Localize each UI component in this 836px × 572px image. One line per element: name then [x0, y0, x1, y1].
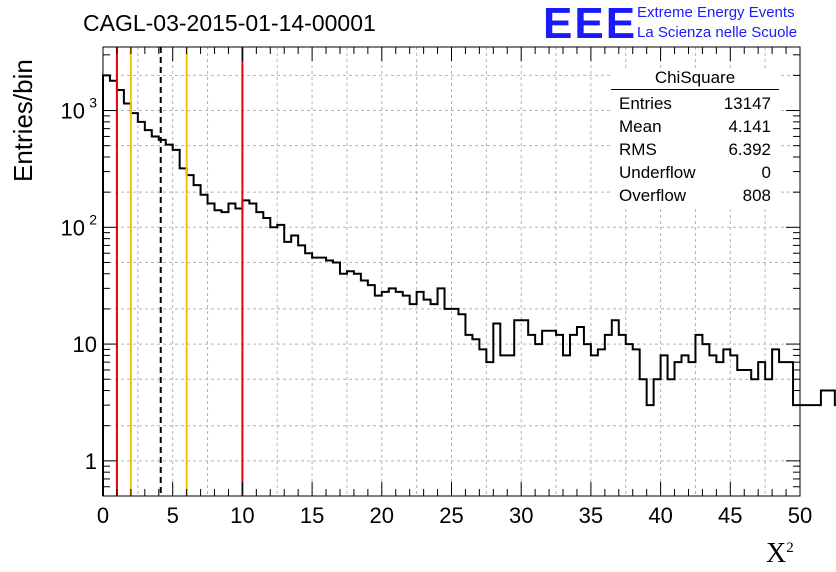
x-tick-label: 0: [97, 503, 109, 528]
y-tick-label-exponent: 3: [89, 95, 97, 111]
x-axis-label: X2: [766, 538, 794, 570]
stats-label: Overflow: [619, 186, 687, 205]
stats-row-mean: Mean 4.141: [611, 115, 779, 138]
x-tick-label: 5: [167, 503, 179, 528]
histogram-line: [102, 74, 836, 496]
x-tick-label: 25: [439, 503, 463, 528]
y-axis-label: Entries/bin: [8, 59, 38, 182]
stats-value: 4.141: [728, 117, 771, 136]
logo-subtitle-1: Extreme Energy Events: [637, 4, 795, 21]
stats-row-rms: RMS 6.392: [611, 138, 779, 161]
x-tick-label: 10: [230, 503, 254, 528]
x-tick-label: 30: [509, 503, 533, 528]
stats-value: 6.392: [728, 140, 771, 159]
x-tick-label: 45: [718, 503, 742, 528]
stats-value: 808: [742, 186, 771, 205]
y-tick-label: 10: [61, 215, 85, 240]
stats-label: Mean: [619, 117, 662, 136]
x-tick-label: 35: [579, 503, 603, 528]
stats-value: 13147: [723, 94, 771, 113]
x-tick-label: 20: [370, 503, 394, 528]
stats-label: RMS: [619, 140, 657, 159]
stats-label: Underflow: [619, 163, 696, 182]
chart-title: CAGL-03-2015-01-14-00001: [83, 10, 376, 36]
stats-row-overflow: Overflow 808: [611, 184, 779, 207]
stats-value: 0: [761, 163, 771, 182]
logo-subtitle-2: La Scienza nelle Scuole: [637, 24, 798, 41]
y-tick-label: 1: [85, 449, 97, 474]
y-tick-label-exponent: 2: [89, 211, 97, 227]
x-tick-label: 15: [300, 503, 324, 528]
x-tick-label: 40: [648, 503, 672, 528]
stats-box: ChiSquare Entries 13147 Mean 4.141 RMS 6.39…: [611, 68, 779, 207]
y-tick-label: 10: [61, 99, 85, 124]
stats-row-underflow: Underflow 0: [611, 161, 779, 184]
y-tick-label: 10: [73, 332, 97, 357]
stats-title: ChiSquare: [611, 68, 779, 90]
stats-label: Entries: [619, 94, 672, 113]
eee-logo: EEE: [543, 0, 638, 48]
stats-row-entries: Entries 13147: [611, 92, 779, 115]
x-tick-label: 50: [788, 503, 812, 528]
x-axis-label-text: X: [766, 538, 787, 569]
x-axis-label-sup: 2: [786, 540, 794, 556]
